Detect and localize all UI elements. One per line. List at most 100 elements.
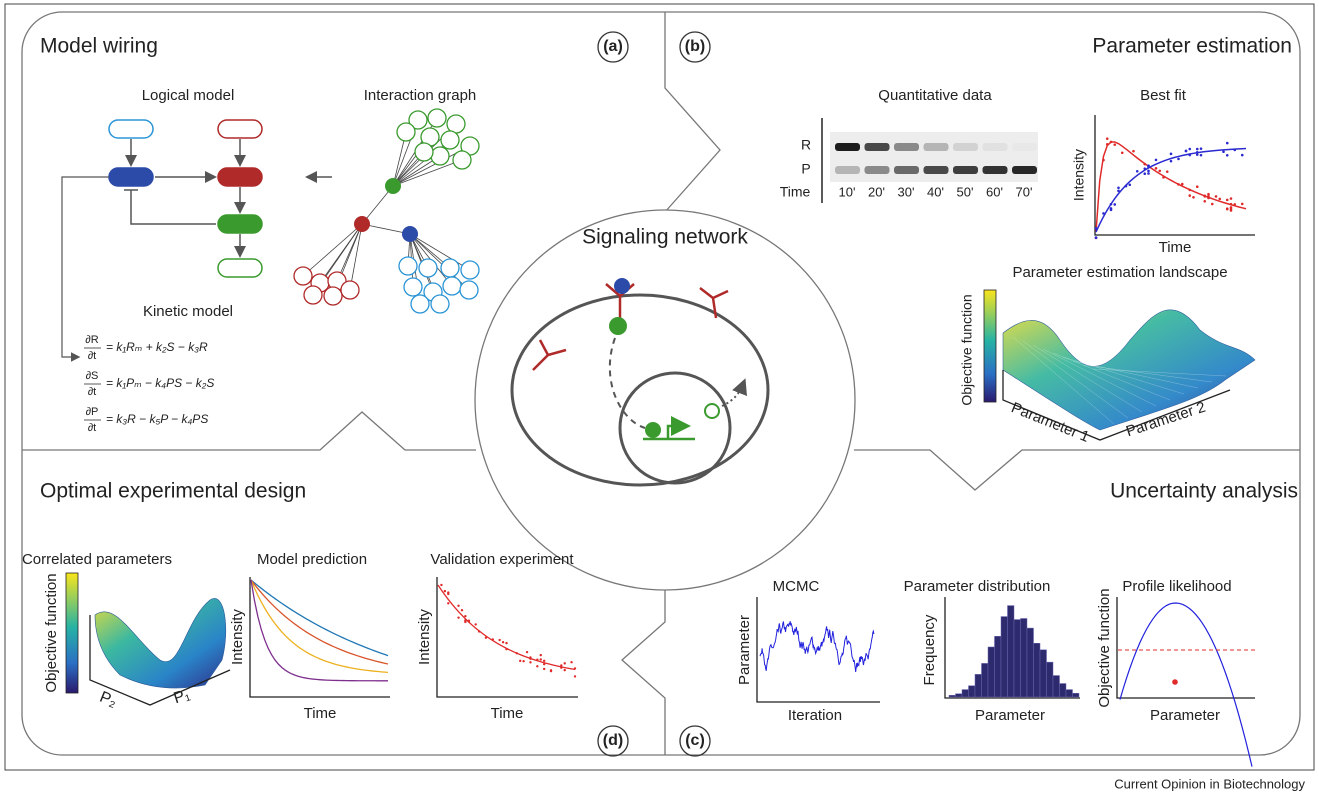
label: Interaction graph — [364, 87, 477, 104]
label: Current Opinion in Biotechnology — [1114, 776, 1305, 791]
point — [1102, 159, 1105, 162]
label: ∂R — [85, 334, 98, 346]
center-circle — [475, 210, 855, 590]
point — [1196, 185, 1199, 188]
point — [1226, 207, 1229, 210]
point — [1226, 154, 1229, 157]
label: Correlated parameters — [22, 551, 172, 568]
point — [1147, 172, 1150, 175]
point — [505, 648, 507, 650]
point — [1143, 163, 1146, 166]
band — [983, 166, 1008, 174]
node — [428, 109, 446, 127]
edge — [350, 224, 362, 290]
point — [1226, 199, 1229, 202]
point — [1230, 206, 1233, 209]
label: = k₁Pₘ − k₄PS − k₂S — [106, 376, 214, 390]
band — [924, 166, 949, 174]
point — [536, 658, 538, 660]
node — [419, 259, 437, 277]
histogram-bar — [1060, 684, 1067, 697]
histogram-bar — [1040, 650, 1047, 697]
label: Parameter estimation — [1092, 35, 1292, 58]
node — [354, 216, 370, 232]
point — [1196, 151, 1199, 154]
point — [447, 591, 449, 593]
histogram-bar — [1014, 620, 1021, 697]
label: Time — [780, 184, 811, 200]
node — [460, 281, 478, 299]
histogram-bar — [982, 663, 989, 697]
histogram-bar — [1047, 662, 1054, 697]
band — [953, 143, 978, 151]
colorbar — [66, 573, 78, 693]
histogram-bar — [1066, 690, 1073, 697]
point — [543, 668, 545, 670]
node — [109, 168, 153, 186]
point — [543, 663, 545, 665]
histogram-bar — [949, 695, 956, 697]
blot-bg — [830, 132, 1038, 182]
histogram-bar — [995, 636, 1002, 697]
point — [1113, 143, 1116, 146]
point — [1143, 172, 1146, 175]
node — [441, 131, 459, 149]
point — [1132, 150, 1135, 153]
point — [1196, 148, 1199, 151]
label: 20' — [868, 184, 885, 199]
point — [1185, 150, 1188, 153]
label: Uncertainty analysis — [1110, 480, 1298, 503]
curve — [1120, 603, 1252, 767]
point — [1230, 203, 1233, 206]
label: Parameter — [1150, 707, 1220, 724]
label: Model prediction — [257, 551, 367, 568]
point — [1222, 150, 1225, 153]
histogram-bar — [1073, 693, 1080, 697]
point — [1170, 153, 1173, 156]
node — [443, 277, 461, 295]
point — [529, 656, 531, 658]
point — [1215, 195, 1218, 198]
point — [1158, 170, 1161, 173]
band — [865, 143, 890, 151]
point — [447, 602, 449, 604]
point — [1155, 167, 1158, 170]
point — [1241, 203, 1244, 206]
label: Iteration — [788, 707, 842, 724]
point — [560, 664, 562, 666]
band — [983, 143, 1008, 151]
node — [218, 120, 262, 138]
histogram-bar — [1034, 643, 1041, 697]
node — [218, 259, 262, 277]
point — [440, 584, 442, 586]
node — [399, 257, 417, 275]
point — [1136, 170, 1139, 173]
label: Time — [491, 705, 524, 722]
label: (a) — [603, 38, 623, 55]
point — [519, 660, 521, 662]
label: Parameter — [975, 707, 1045, 724]
point — [1200, 154, 1203, 157]
point — [570, 661, 572, 663]
point — [1188, 148, 1191, 151]
label: Intensity — [1071, 149, 1087, 201]
point — [564, 669, 566, 671]
node — [109, 120, 153, 138]
band — [835, 166, 860, 174]
point — [464, 615, 466, 617]
label: Objective function — [43, 573, 60, 692]
point — [1106, 143, 1109, 146]
histogram-bar — [1027, 628, 1034, 697]
label: 60' — [986, 184, 1003, 199]
histogram-bar — [988, 647, 995, 697]
label: R — [801, 137, 811, 153]
point — [574, 675, 576, 677]
point — [1095, 236, 1098, 239]
inhibit — [124, 190, 216, 224]
point — [1196, 153, 1199, 156]
point — [1181, 183, 1184, 186]
node — [304, 286, 322, 304]
point — [1110, 203, 1113, 206]
label: (b) — [685, 38, 705, 55]
point — [1147, 170, 1150, 173]
